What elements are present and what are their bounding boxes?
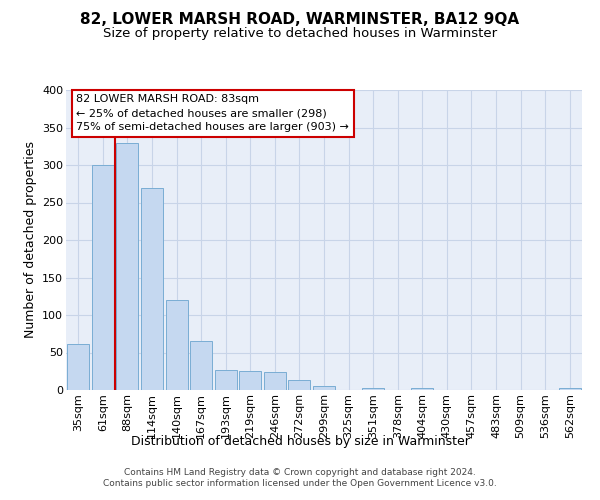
Bar xyxy=(264,372,286,390)
Text: Contains HM Land Registry data © Crown copyright and database right 2024.
Contai: Contains HM Land Registry data © Crown c… xyxy=(103,468,497,487)
Bar xyxy=(166,300,188,390)
Y-axis label: Number of detached properties: Number of detached properties xyxy=(23,142,37,338)
Bar xyxy=(67,344,89,390)
Bar xyxy=(141,188,163,390)
Bar xyxy=(313,386,335,390)
Bar xyxy=(559,388,581,390)
Bar xyxy=(215,370,237,390)
Bar xyxy=(289,380,310,390)
Text: Size of property relative to detached houses in Warminster: Size of property relative to detached ho… xyxy=(103,28,497,40)
Bar xyxy=(362,388,384,390)
Bar xyxy=(190,341,212,390)
Bar xyxy=(239,370,262,390)
Bar xyxy=(116,142,139,390)
Text: 82 LOWER MARSH ROAD: 83sqm
← 25% of detached houses are smaller (298)
75% of sem: 82 LOWER MARSH ROAD: 83sqm ← 25% of deta… xyxy=(76,94,349,132)
Bar xyxy=(92,165,114,390)
Text: Distribution of detached houses by size in Warminster: Distribution of detached houses by size … xyxy=(131,435,469,448)
Text: 82, LOWER MARSH ROAD, WARMINSTER, BA12 9QA: 82, LOWER MARSH ROAD, WARMINSTER, BA12 9… xyxy=(80,12,520,28)
Bar xyxy=(411,388,433,390)
